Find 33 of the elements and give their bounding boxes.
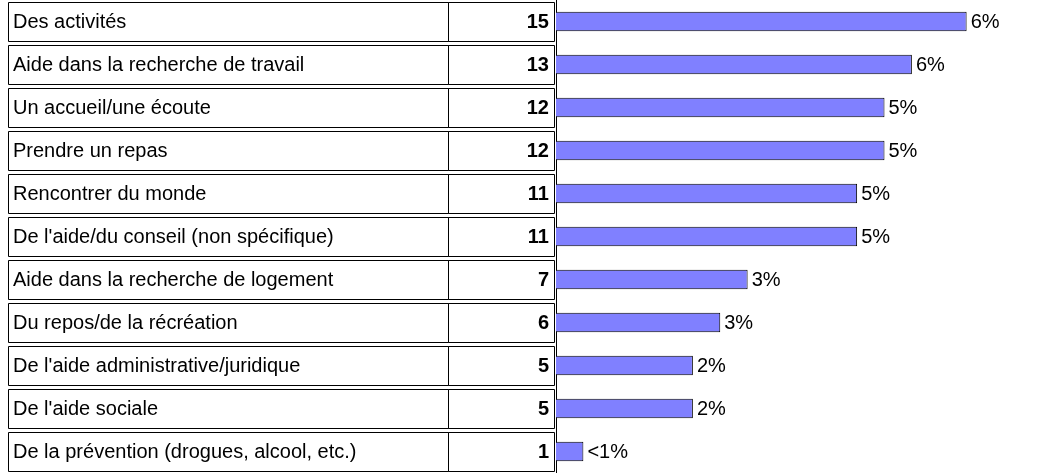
data-label: 1 [537,440,549,463]
data-label: 11 [527,182,549,205]
annotation: 5% [861,182,891,205]
annotation: 6% [915,53,945,76]
data-label: 11 [527,225,549,248]
y-tick-label: Rencontrer du monde [13,182,207,205]
y-tick-label: Des activités [13,10,127,33]
data-label: 13 [526,53,549,76]
annotation: 3% [724,311,754,334]
y-tick-label: De l'aide/du conseil (non spécifique) [13,225,334,248]
y-tick-label: Du repos/de la récréation [13,311,238,334]
annotation: 5% [888,139,918,162]
annotation: 3% [751,268,781,291]
data-label: 5 [537,397,549,420]
y-tick-label: Aide dans la recherche de logement [13,268,334,291]
data-label: 12 [526,139,549,162]
annotation: 5% [861,225,891,248]
annotation: 5% [888,96,918,119]
annotation: 2% [696,397,726,420]
y-tick-label: Prendre un repas [13,139,168,162]
y-tick-label: Aide dans la recherche de travail [13,53,305,76]
annotation: <1% [587,440,629,463]
y-tick-label: De l'aide sociale [13,397,159,420]
y-tick-label: De l'aide administrative/juridique [13,354,301,377]
y-tick-label: Un accueil/une écoute [13,96,211,119]
data-label: 5 [537,354,549,377]
annotation: 6% [970,10,1000,33]
data-label: 6 [537,311,549,334]
data-label: 12 [526,96,549,119]
data-label: 15 [526,10,549,33]
data-label: 7 [537,268,549,291]
annotation: 2% [696,354,726,377]
y-tick-label: De la prévention (drogues, alcool, etc.) [13,440,357,463]
